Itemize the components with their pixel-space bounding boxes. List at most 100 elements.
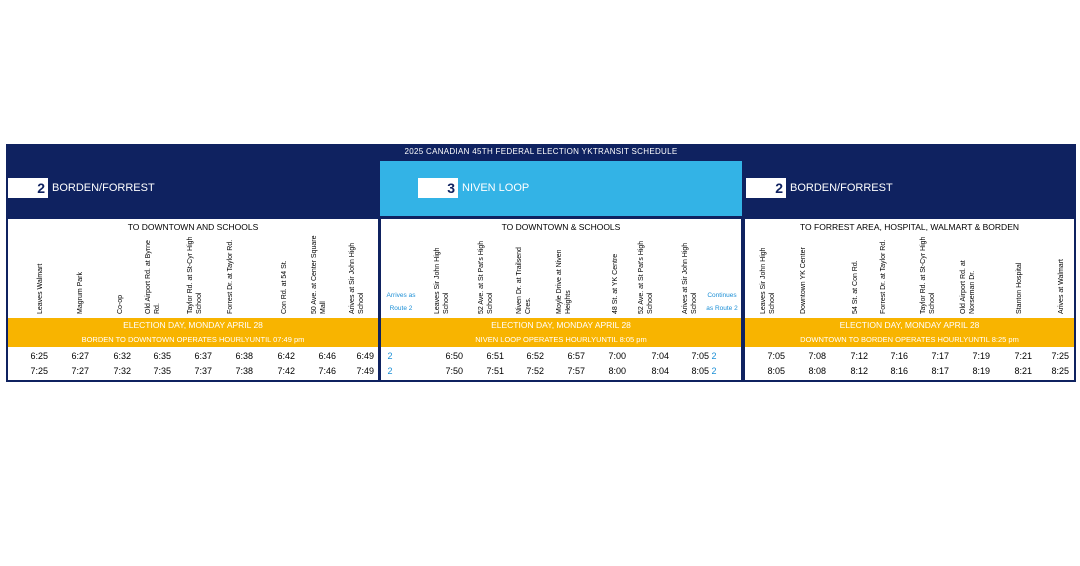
stop-header: Leaves Walmart — [36, 236, 60, 318]
departure-time: 8:05 — [767, 366, 785, 376]
departure-time: 6:52 — [526, 351, 544, 361]
continues-as-route-2-note: Continues as Route 2 — [703, 289, 741, 315]
trip-row: 6:25 6:27 6:32 6:35 6:37 6:38 6:42 6:46 6:49 — [8, 349, 378, 363]
stop-header: Stanton Hospital — [1015, 236, 1039, 318]
departure-time: 6:37 — [194, 351, 212, 361]
departure-time: 7:57 — [567, 366, 585, 376]
stop-name: 48 St. at YK Centre — [612, 253, 619, 314]
departure-time: 7:05 — [767, 351, 785, 361]
stop-name: Stanton Hospital — [1016, 262, 1023, 314]
departure-time: 7:52 — [526, 366, 544, 376]
note-line: as Route 2 — [706, 305, 738, 312]
stop-header: Niven Dr. at Trailsend Cres. — [515, 236, 539, 318]
service-note-banner: NIVEN LOOP OPERATES HOURLYUNTIL 8:05 pm — [381, 332, 741, 347]
stop-header: Downtown YK Center — [799, 236, 823, 318]
departure-time: 7:19 — [972, 351, 990, 361]
note-line: Route 2 — [389, 305, 413, 312]
stop-name: Arives at Sir John High School — [349, 242, 365, 314]
departure-time: 7:35 — [153, 366, 171, 376]
departure-time: 7:46 — [318, 366, 336, 376]
timetable-niven-loop: TO DOWNTOWN & SCHOOLS Arrives as Route 2… — [381, 219, 741, 380]
route-number: 2 — [746, 178, 786, 198]
departure-time: 6:51 — [486, 351, 504, 361]
departure-time: 8:05 — [691, 366, 709, 376]
stop-name: Forrest Dr. at Taylor Rd. — [880, 239, 887, 314]
route-header-niven-loop: 3 NIVEN LOOP — [380, 161, 742, 216]
departure-time: 7:05 — [691, 351, 709, 361]
stop-header: Arives at Sir John High School — [681, 236, 705, 318]
stop-header: 54 St. at Con Rd. — [851, 236, 875, 318]
stop-header: Leaves Sir John High School — [433, 236, 457, 318]
stop-header: 52 Ave. at St Pat's High School — [477, 236, 501, 318]
stop-name: Taylor Rd. at St-Cyr High School — [920, 236, 936, 314]
stop-header: Leaves Sir John High School — [759, 236, 783, 318]
departure-time: 6:35 — [153, 351, 171, 361]
departure-time: 7:00 — [608, 351, 626, 361]
departure-time: 7:04 — [651, 351, 669, 361]
stop-header: Old Airport Rd. at Byrne Rd. — [144, 236, 168, 318]
stop-header: 50 Ave. at Center Square Mall — [310, 236, 334, 318]
departure-time: 6:25 — [30, 351, 48, 361]
stop-name: Arives at Walmart — [1058, 259, 1065, 314]
election-day-banner: ELECTION DAY, MONDAY APRIL 28 — [381, 318, 741, 332]
departure-time: 7:32 — [113, 366, 131, 376]
stop-header: Moyle Drive at Niven Heights — [555, 236, 579, 318]
trip-row: 2 6:50 6:51 6:52 6:57 7:00 7:04 7:05 2 — [381, 349, 741, 363]
departure-time: 7:12 — [850, 351, 868, 361]
route-name: BORDEN/FORREST — [790, 182, 893, 194]
departure-time: 6:27 — [71, 351, 89, 361]
departure-time: 8:08 — [808, 366, 826, 376]
departure-time: 7:42 — [277, 366, 295, 376]
election-day-banner: ELECTION DAY, MONDAY APRIL 28 — [8, 318, 378, 332]
timetable-borden-forrest-outbound: TO FORREST AREA, HOSPITAL, WALMART & BOR… — [745, 219, 1074, 380]
service-note-banner: BORDEN TO DOWNTOWN OPERATES HOURLYUNTIL … — [8, 332, 378, 347]
stop-header: 48 St. at YK Centre — [611, 236, 635, 318]
stop-name: 54 St. at Con Rd. — [852, 260, 859, 314]
departure-time: 8:19 — [972, 366, 990, 376]
trip-row: 8:05 8:08 8:12 8:16 8:17 8:19 8:21 8:25 — [745, 364, 1074, 378]
stop-name: Niven Dr. at Trailsend Cres. — [516, 247, 532, 314]
route-transfer-number: 2 — [387, 351, 393, 361]
stop-name: Co-op — [117, 294, 124, 314]
route-name: NIVEN LOOP — [462, 182, 530, 194]
departure-time: 7:25 — [30, 366, 48, 376]
stop-header: Forrest Dr. at Taylor Rd. — [226, 236, 250, 318]
departure-time: 6:57 — [567, 351, 585, 361]
stop-header: Arives at Walmart — [1057, 236, 1080, 318]
departure-time: 8:12 — [850, 366, 868, 376]
stop-header: Arives at Sir John High School — [348, 236, 372, 318]
departure-time: 8:25 — [1051, 366, 1069, 376]
stop-name: 52 Ave. at St Pat's High School — [478, 240, 494, 314]
route-transfer-number: 2 — [711, 351, 717, 361]
departure-time: 6:32 — [113, 351, 131, 361]
stop-name: Leaves Walmart — [37, 263, 44, 314]
route-number: 3 — [418, 178, 458, 198]
stop-name: 52 Ave. at St Pat's High School — [638, 240, 654, 314]
direction-label: TO DOWNTOWN & SCHOOLS — [501, 222, 621, 232]
departure-time: 8:00 — [608, 366, 626, 376]
stop-header: Old Airport Rd. at Norseman Dr. — [959, 236, 983, 318]
timetable-borden-forrest-inbound: TO DOWNTOWN AND SCHOOLS ELECTION DAY, MO… — [8, 219, 378, 380]
stop-name: Leaves Sir John High School — [434, 247, 450, 314]
departure-time: 6:49 — [356, 351, 374, 361]
trip-row: 7:05 7:08 7:12 7:16 7:17 7:19 7:21 7:25 — [745, 349, 1074, 363]
route-header-borden-forrest-outbound: 2 BORDEN/FORREST — [744, 161, 1076, 216]
departure-time: 7:50 — [445, 366, 463, 376]
route-header-borden-forrest-inbound: 2 BORDEN/FORREST — [6, 161, 378, 216]
stop-name: Arives at Sir John High School — [682, 242, 698, 314]
trip-row: 7:25 7:27 7:32 7:35 7:37 7:38 7:42 7:46 7:49 — [8, 364, 378, 378]
stop-header: Con Rd. at 54 St. — [280, 236, 304, 318]
stop-name: Con Rd. at 54 St. — [281, 260, 288, 314]
schedule-sheet: 2025 CANADIAN 45TH FEDERAL ELECTION YKTR… — [6, 144, 1076, 382]
stop-name: 50 Ave. at Center Square Mall — [311, 235, 327, 314]
departure-time: 7:38 — [235, 366, 253, 376]
stop-name: Downtown YK Center — [800, 247, 807, 314]
departure-time: 7:37 — [194, 366, 212, 376]
arrives-as-route-2-note: Arrives as Route 2 — [383, 289, 419, 315]
departure-time: 8:21 — [1014, 366, 1032, 376]
stop-name: Moyle Drive at Niven Heights — [556, 249, 572, 314]
direction-label: TO DOWNTOWN AND SCHOOLS — [127, 222, 259, 232]
departure-time: 7:17 — [931, 351, 949, 361]
departure-time: 6:46 — [318, 351, 336, 361]
departure-time: 7:25 — [1051, 351, 1069, 361]
